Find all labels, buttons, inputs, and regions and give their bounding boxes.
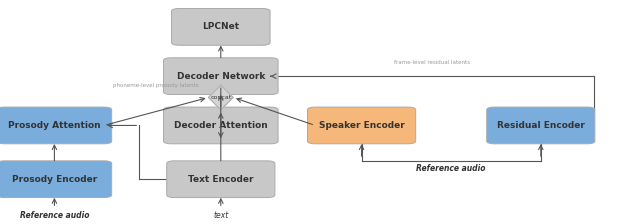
FancyBboxPatch shape — [307, 107, 416, 144]
Text: Reference audio: Reference audio — [417, 164, 486, 172]
Text: Text Encoder: Text Encoder — [188, 175, 253, 184]
FancyBboxPatch shape — [166, 161, 275, 198]
FancyBboxPatch shape — [486, 107, 595, 144]
Polygon shape — [209, 85, 233, 110]
Text: Prosody Encoder: Prosody Encoder — [12, 175, 97, 184]
FancyBboxPatch shape — [172, 9, 270, 45]
FancyBboxPatch shape — [164, 107, 278, 144]
Text: frame-level residual latents: frame-level residual latents — [394, 60, 470, 65]
Text: concat: concat — [210, 95, 232, 100]
Text: text: text — [213, 211, 228, 220]
Text: Residual Encoder: Residual Encoder — [497, 121, 585, 130]
Text: Speaker Encoder: Speaker Encoder — [319, 121, 404, 130]
Text: Decoder Attention: Decoder Attention — [174, 121, 268, 130]
FancyBboxPatch shape — [0, 161, 111, 198]
FancyBboxPatch shape — [164, 58, 278, 95]
Text: Decoder Network: Decoder Network — [177, 72, 265, 81]
FancyBboxPatch shape — [0, 107, 111, 144]
Text: LPCNet: LPCNet — [202, 22, 239, 31]
Text: Prosody Attention: Prosody Attention — [8, 121, 100, 130]
Text: Reference audio: Reference audio — [20, 211, 89, 220]
Text: phoneme-level prosody latents: phoneme-level prosody latents — [113, 84, 199, 88]
